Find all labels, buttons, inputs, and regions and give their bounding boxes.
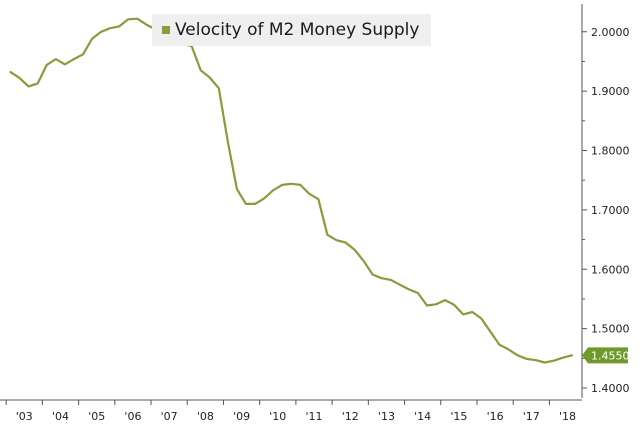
x-tick-label: '18: [559, 410, 576, 423]
x-tick-label: '09: [233, 410, 250, 423]
x-tick-label: '04: [52, 410, 69, 423]
y-tick-label: 1.7000: [591, 204, 630, 217]
y-tick-label: 1.8000: [591, 145, 630, 158]
y-tick-label: 1.4000: [591, 382, 630, 395]
x-tick-label: '17: [523, 410, 540, 423]
x-tick-label: '16: [487, 410, 504, 423]
x-tick-label: '12: [342, 410, 359, 423]
x-tick-label: '11: [305, 410, 322, 423]
y-tick-label: 2.0000: [591, 26, 630, 39]
last-value-badge: [582, 347, 628, 364]
x-tick-label: '03: [16, 410, 33, 423]
x-tick-label: '13: [378, 410, 395, 423]
x-tick-label: '07: [161, 410, 178, 423]
y-tick-label: 1.5000: [591, 323, 630, 336]
legend-label: Velocity of M2 Money Supply: [175, 20, 420, 40]
x-tick-label: '05: [88, 410, 105, 423]
y-tick-label: 1.9000: [591, 85, 630, 98]
x-tick-label: '10: [269, 410, 286, 423]
legend: Velocity of M2 Money Supply: [152, 14, 432, 46]
x-axis: '03 '04 '05 '06 '07 '08 '09 '10 '11 '12 '13 '14 '15 '…: [0, 399, 582, 423]
last-value-label: 1.4550: [591, 349, 630, 362]
plot-area: [9, 17, 574, 364]
x-tick-label: '15: [450, 410, 467, 423]
x-tick-label: '14: [414, 410, 431, 423]
x-tick-label: '06: [124, 410, 141, 423]
series-line-0: [9, 17, 574, 364]
legend-swatch: [162, 26, 170, 34]
y-tick-label: 1.6000: [591, 263, 630, 276]
y-axis: 1.4000 1.5000 1.6000 1.7000 1.8000 1.9000 2.00…: [581, 4, 630, 398]
x-tick-label: '08: [197, 410, 214, 423]
